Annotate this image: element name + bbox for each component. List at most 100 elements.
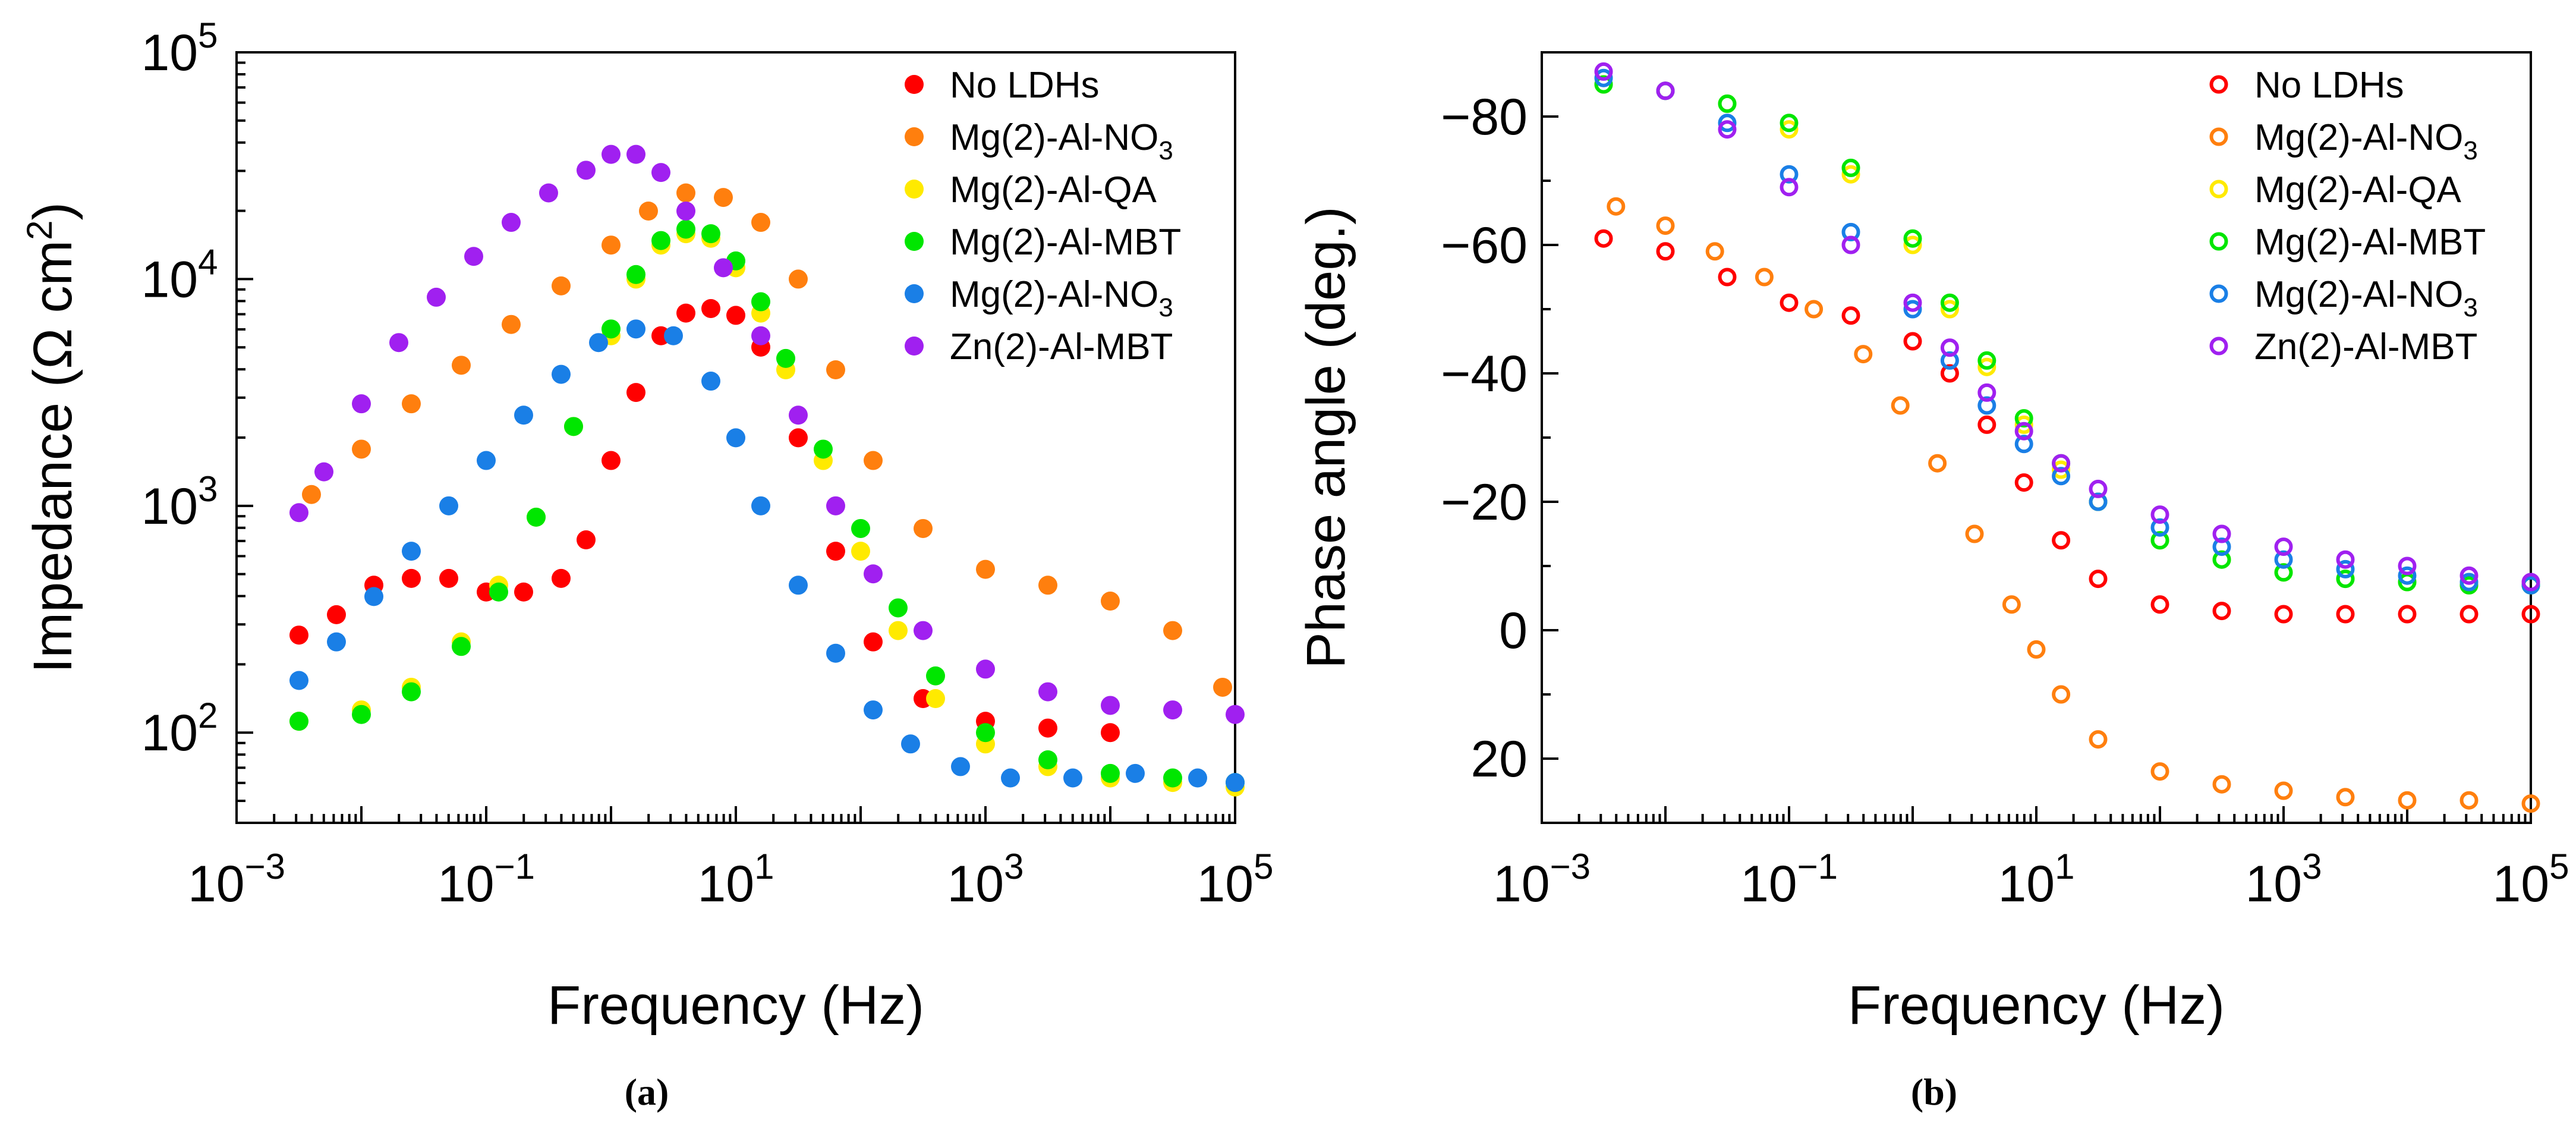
panel-b-legend-marker — [2209, 127, 2228, 146]
panel-a-point — [1101, 723, 1120, 743]
panel-b-legend-item: Zn(2)-Al-MBT — [2209, 326, 2477, 367]
panel-b-legend-marker — [2209, 180, 2228, 199]
panel-b-point — [2014, 422, 2033, 441]
panel-b-point — [1977, 415, 1996, 434]
panel-a-legend-label: Zn(2)-Al-MBT — [950, 326, 1173, 367]
panel-a-x-tick-exp: 5 — [1254, 847, 1273, 886]
panel-a-point — [626, 265, 645, 284]
panel-b-legend-text: Zn(2)-Al-MBT — [2254, 326, 2477, 367]
panel-a-point — [714, 188, 733, 207]
panel-a-point — [776, 348, 795, 368]
panel-a-point — [901, 734, 920, 754]
panel-a-point — [626, 383, 645, 403]
panel-b-plot-frame — [1541, 51, 2532, 824]
panel-b-legend-marker — [2209, 284, 2228, 303]
panel-b-point — [2052, 685, 2071, 704]
panel-b-legend-text: Mg(2)-Al-NO — [2254, 117, 2463, 158]
panel-b-point — [2274, 537, 2293, 556]
panel-b-legend-marker — [2209, 75, 2228, 94]
panel-b-y-ticks: −80 −60 −40 −20 0 20 — [1441, 51, 1558, 824]
panel-a-point — [676, 303, 695, 323]
panel-b-point — [1977, 351, 1996, 370]
panel-b-point — [1594, 62, 1613, 81]
panel-b-point — [2212, 537, 2231, 556]
panel-a-series — [289, 319, 1245, 793]
panel-b-point — [2274, 781, 2293, 800]
panel-a-legend-marker — [905, 232, 924, 251]
panel-b-x-tick-exp: 3 — [2302, 847, 2322, 886]
panel-a-legend-label: Mg(2)-Al-QA — [950, 169, 1157, 210]
panel-a-x-tick-label: 105 — [1196, 847, 1273, 913]
panel-a-point — [327, 632, 346, 652]
panel-b-point — [2274, 563, 2293, 582]
panel-a-point — [864, 700, 883, 720]
panel-b-point — [1841, 158, 1860, 177]
panel-b-point — [2150, 505, 2169, 524]
panel-b-point — [2089, 730, 2108, 749]
panel-b-point — [2336, 605, 2355, 624]
panel-a-point — [552, 568, 571, 588]
panel-b-point — [1780, 120, 1799, 139]
panel-b-legend-subscript: 3 — [2463, 293, 2477, 322]
panel-a-point — [976, 659, 995, 679]
panel-a-point — [352, 705, 371, 724]
panel-a-point — [1226, 705, 1245, 724]
panel-a-point — [851, 518, 870, 538]
panel-b-point — [2460, 566, 2479, 585]
panel-a-x-tick-base: 10 — [697, 856, 754, 913]
panel-a-point — [527, 507, 546, 527]
panel-b-point — [1903, 332, 1922, 351]
panel-a-point — [402, 542, 421, 561]
panel-b-point — [1718, 120, 1737, 139]
panel-a-legend-item: Mg(2)-Al-NO3 — [905, 274, 1173, 322]
panel-a-x-tick-exp: −3 — [245, 847, 285, 886]
panel-a-point — [926, 689, 945, 709]
panel-a-point — [602, 144, 621, 164]
panel-b-y-tick-label: −80 — [1441, 89, 1528, 146]
panel-a-y-tick-exp: 2 — [198, 696, 218, 735]
panel-a-point — [1038, 576, 1057, 595]
panel-a-series — [289, 298, 1120, 743]
panel-b-point — [1780, 293, 1799, 312]
panel-b-legend-label: Zn(2)-Al-MBT — [2254, 326, 2477, 367]
panel-a-y-tick-exp: 5 — [198, 15, 218, 55]
panel-b-point — [1854, 345, 1873, 364]
panel-a-y-tick-exp: 3 — [198, 469, 218, 509]
panel-a-point — [439, 496, 458, 515]
panel-a-y-axis-label: Impedance (Ω cm2) — [20, 202, 84, 673]
panel-a-point — [327, 605, 346, 624]
panel-a-point — [701, 298, 720, 318]
panel-b-point — [1594, 68, 1613, 87]
panel-b-legend-text: Mg(2)-Al-NO — [2254, 274, 2463, 315]
panel-a-point — [676, 183, 695, 203]
panel-a-point — [1101, 592, 1120, 611]
panel-b-series — [1594, 68, 2540, 595]
panel-a-legend-label: No LDHs — [950, 65, 1100, 106]
panel-a-y-tick-base: 10 — [141, 251, 198, 308]
panel-b-x-tick-base: 10 — [1998, 856, 2055, 913]
panel-b-legend-text: Mg(2)-Al-QA — [2254, 169, 2462, 210]
panel-a-point — [402, 394, 421, 414]
panel-a-point — [477, 451, 496, 470]
panel-b-y-tick-label: 20 — [1470, 731, 1528, 788]
panel-a-legend-marker — [905, 180, 924, 199]
panel-b-point — [2089, 492, 2108, 511]
panel-a-point — [577, 530, 596, 550]
panel-a-point — [726, 428, 745, 448]
panel-a-point — [826, 360, 845, 379]
panel-a-point — [464, 247, 483, 266]
panel-a-point — [864, 564, 883, 584]
panel-b-point — [1841, 306, 1860, 325]
panel-b-point — [2212, 602, 2231, 621]
panel-b-legend-marker — [2209, 232, 2228, 251]
panel-b-point — [2014, 409, 2033, 428]
panel-b-y-tick-label: −20 — [1441, 474, 1528, 531]
panel-b-legend-item: Mg(2)-Al-NO3 — [2209, 117, 2478, 165]
panel-a-point — [651, 163, 670, 183]
panel-a-point — [889, 598, 908, 618]
panel-a-point — [626, 144, 645, 164]
panel-a-point — [1063, 768, 1082, 788]
panel-a-point — [602, 319, 621, 339]
panel-a-point — [676, 219, 695, 239]
panel-a-point — [626, 319, 645, 339]
